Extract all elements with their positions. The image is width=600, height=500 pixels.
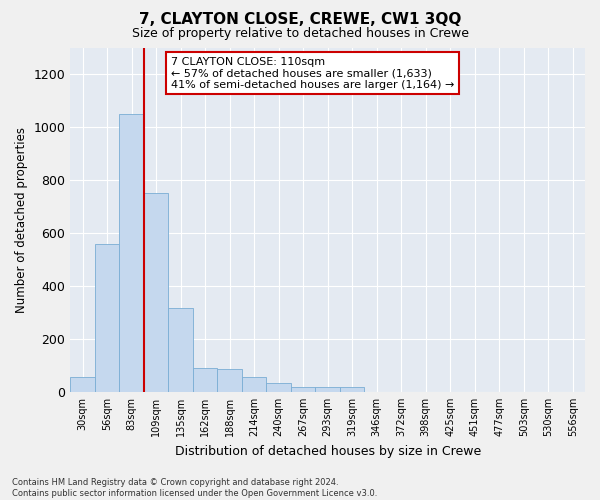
- Y-axis label: Number of detached properties: Number of detached properties: [15, 126, 28, 312]
- Text: Contains HM Land Registry data © Crown copyright and database right 2024.
Contai: Contains HM Land Registry data © Crown c…: [12, 478, 377, 498]
- Bar: [266, 382, 291, 392]
- Bar: [242, 378, 266, 392]
- Text: 7, CLAYTON CLOSE, CREWE, CW1 3QQ: 7, CLAYTON CLOSE, CREWE, CW1 3QQ: [139, 12, 461, 28]
- Bar: [119, 114, 144, 392]
- Bar: [291, 386, 316, 392]
- Bar: [193, 368, 217, 392]
- Bar: [95, 244, 119, 392]
- Bar: [70, 378, 95, 392]
- Bar: [340, 386, 364, 392]
- Bar: [316, 386, 340, 392]
- Text: 7 CLAYTON CLOSE: 110sqm
← 57% of detached houses are smaller (1,633)
41% of semi: 7 CLAYTON CLOSE: 110sqm ← 57% of detache…: [171, 57, 454, 90]
- Bar: [144, 193, 169, 392]
- Bar: [169, 308, 193, 392]
- X-axis label: Distribution of detached houses by size in Crewe: Distribution of detached houses by size …: [175, 444, 481, 458]
- Bar: [217, 370, 242, 392]
- Text: Size of property relative to detached houses in Crewe: Size of property relative to detached ho…: [131, 28, 469, 40]
